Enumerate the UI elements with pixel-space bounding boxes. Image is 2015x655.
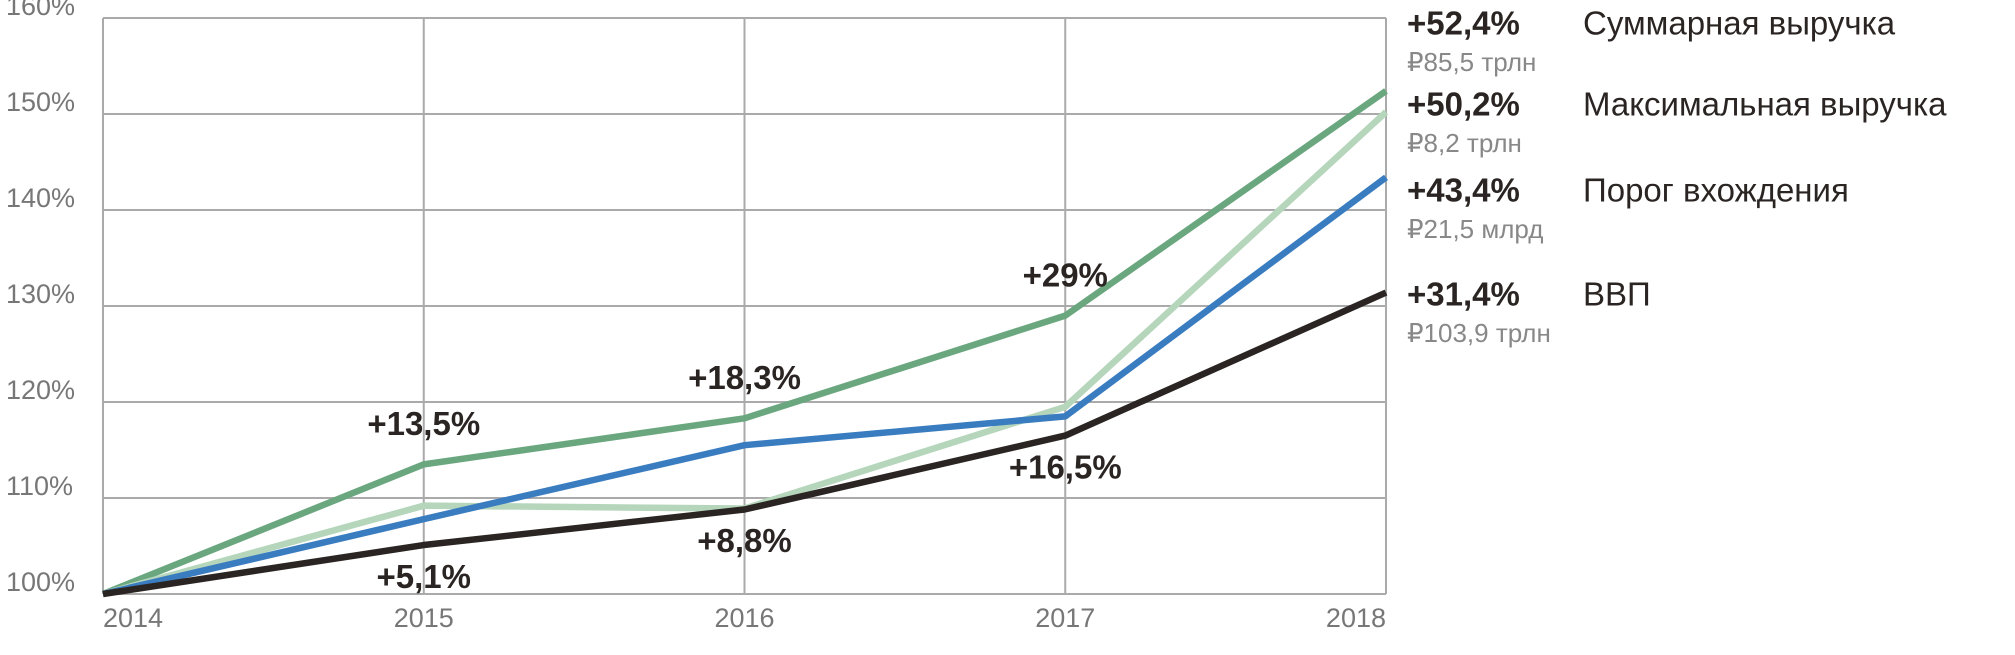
series-line bbox=[101, 88, 1388, 598]
y-tick-label: 150% bbox=[6, 87, 75, 117]
x-tick-label: 2018 bbox=[1326, 603, 1386, 633]
data-label: +16,5% bbox=[1009, 448, 1122, 485]
series-line bbox=[102, 289, 1388, 598]
legend-name: Суммарная выручка bbox=[1583, 5, 1896, 42]
x-tick-label: 2015 bbox=[394, 603, 454, 633]
y-tick-label: 140% bbox=[6, 183, 75, 213]
x-tick-label: 2016 bbox=[714, 603, 774, 633]
y-tick-label: 110% bbox=[6, 471, 73, 501]
y-tick-label: 130% bbox=[6, 279, 75, 309]
legend-name: Максимальная выручка bbox=[1583, 86, 1947, 123]
legend-value: +31,4% bbox=[1407, 276, 1520, 313]
legend-total: ₽85,5 трлн bbox=[1407, 47, 1536, 77]
y-tick-label: 120% bbox=[6, 375, 75, 405]
legend-name: Порог вхождения bbox=[1583, 172, 1849, 209]
legend-value: +43,4% bbox=[1407, 172, 1520, 209]
y-tick-label: 100% bbox=[6, 567, 75, 597]
legend-total: ₽103,9 трлн bbox=[1407, 318, 1551, 348]
data-label: +18,3% bbox=[688, 359, 801, 396]
data-label: +5,1% bbox=[377, 558, 472, 595]
legend-total: ₽8,2 трлн bbox=[1407, 128, 1522, 158]
data-label: +8,8% bbox=[697, 522, 792, 559]
y-tick-label: 160% bbox=[6, 0, 75, 21]
legend-value: +50,2% bbox=[1407, 86, 1520, 123]
x-tick-label: 2017 bbox=[1035, 603, 1095, 633]
legend-value: +52,4% bbox=[1407, 5, 1520, 42]
data-label: +29% bbox=[1023, 256, 1108, 293]
legend-name: ВВП bbox=[1583, 276, 1651, 313]
data-label: +13,5% bbox=[367, 405, 480, 442]
series-line bbox=[102, 174, 1388, 598]
legend-total: ₽21,5 млрд bbox=[1407, 214, 1543, 244]
x-tick-label: 2014 bbox=[103, 603, 163, 633]
